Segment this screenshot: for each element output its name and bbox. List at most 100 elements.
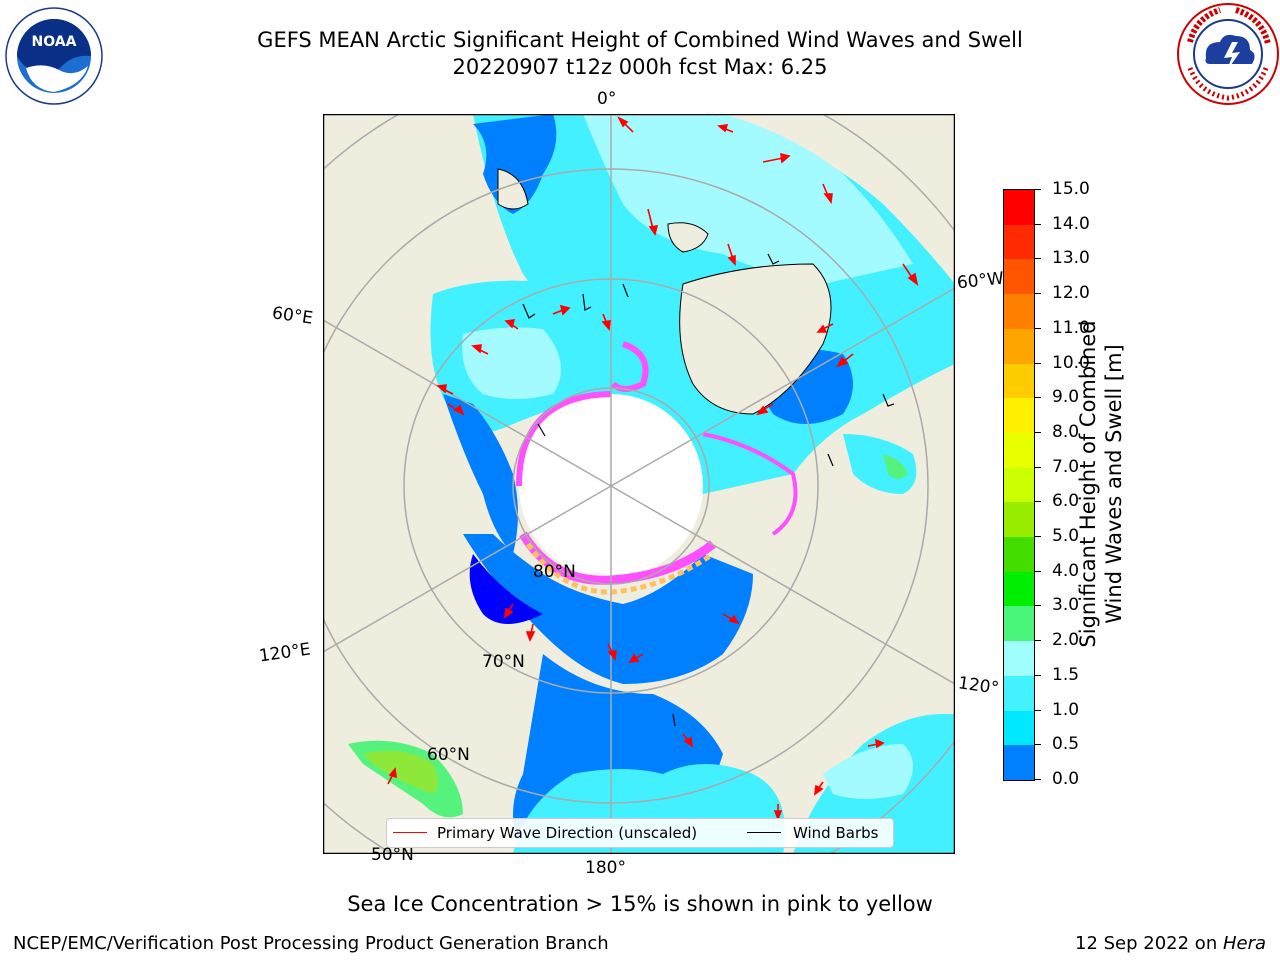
lon-label-0: 0° [597, 89, 617, 109]
colorbar-tick-mark [1034, 605, 1041, 607]
ocean-okhotsk-yellowgreen [363, 750, 438, 794]
footer-left: NCEP/EMC/Verification Post Processing Pr… [13, 933, 609, 954]
footer-right: 12 Sep 2022 on Hera [1075, 933, 1266, 954]
map-frame [323, 114, 955, 854]
colorbar [1003, 189, 1035, 781]
land-svalbard [667, 222, 709, 253]
colorbar-tick-mark [1034, 258, 1041, 260]
colorbar-tick-mark [1034, 779, 1041, 780]
ocean-hudson-green [883, 454, 908, 479]
colorbar-tick-label: 1.5 [1052, 664, 1080, 685]
colorbar-segment [1004, 328, 1034, 365]
colorbar-tick-label: 9.0 [1052, 387, 1080, 408]
colorbar-tick-mark [1034, 570, 1041, 572]
lat-label-70n: 70°N [482, 652, 525, 672]
colorbar-segment [1004, 363, 1034, 399]
colorbar-tick-label: 1.0 [1052, 699, 1080, 720]
primary-wave-legend-swatch [393, 832, 427, 833]
colorbar-segment [1004, 467, 1034, 503]
ocean-chukchi-east-siberian [463, 534, 753, 684]
colorbar-tick-label: 4.0 [1052, 560, 1080, 581]
colorbar-segment [1004, 294, 1034, 330]
lon-label-180: 180° [585, 858, 626, 878]
lon-label-60w: 60°W [956, 268, 1005, 294]
lat-label-60n: 60°N [427, 745, 470, 765]
colorbar-tick-mark [1034, 362, 1041, 364]
colorbar-segment [1004, 224, 1034, 260]
ice-edge-pink-1 [516, 391, 612, 487]
colorbar-tick-label: 3.0 [1052, 595, 1080, 616]
ocean-barents-light [462, 327, 561, 399]
colorbar-segment [1004, 432, 1034, 469]
ice-edge-pink-4 [702, 432, 798, 536]
ocean-gulf-alaska-light [823, 744, 913, 799]
colorbar-tick-mark [1034, 501, 1041, 503]
colorbar-tick-mark [1034, 223, 1041, 225]
lon-label-120e: 120°E [257, 639, 312, 667]
colorbar-tick-label: 12.0 [1052, 283, 1090, 304]
colorbar-tick-label: 0.5 [1052, 734, 1080, 755]
noaa-logo: NOAA [5, 7, 103, 105]
svg-text:NOAA: NOAA [32, 34, 77, 50]
colorbar-tick-label: 0.0 [1052, 769, 1080, 789]
colorbar-tick-label: 10.0 [1052, 352, 1090, 373]
colorbar-segment [1004, 641, 1034, 677]
colorbar-tick-label: 6.0 [1052, 491, 1080, 512]
colorbar-label-line2: Wind Waves and Swell [m] [1102, 344, 1126, 624]
ocean-baltic-area [473, 114, 557, 214]
colorbar-tick-label: 13.0 [1052, 248, 1090, 269]
colorbar-segment [1004, 710, 1034, 746]
colorbar-tick-label: 5.0 [1052, 526, 1080, 547]
lon-label-120w: 120° [956, 673, 1001, 699]
map-legend: Primary Wave Direction (unscaled) Wind B… [386, 818, 894, 848]
colorbar-tick-label: 14.0 [1052, 213, 1090, 234]
colorbar-segment [1004, 259, 1034, 295]
nws-logo [1177, 3, 1279, 105]
footer-date: 12 Sep 2022 on [1075, 933, 1223, 954]
lat-label-50n: 50°N [371, 845, 414, 865]
colorbar-segment [1004, 190, 1034, 226]
colorbar-tick-label: 2.0 [1052, 630, 1080, 651]
wind-barbs [522, 253, 895, 727]
colorbar-tick-mark [1034, 640, 1041, 642]
land-scandinavia-fragment [497, 168, 529, 210]
colorbar-tick-label: 8.0 [1052, 421, 1080, 442]
colorbar-segment [1004, 745, 1034, 781]
chart-title: GEFS MEAN Arctic Significant Height of C… [257, 28, 1023, 52]
colorbar-tick-mark [1034, 189, 1041, 190]
colorbar-segment [1004, 675, 1034, 712]
colorbar-segment [1004, 398, 1034, 434]
colorbar-tick-mark [1034, 397, 1041, 399]
colorbar-tick-mark [1034, 431, 1041, 433]
lat-label-80n: 80°N [533, 562, 576, 582]
colorbar-segment [1004, 606, 1034, 642]
ocean-band-light [583, 114, 913, 284]
lon-label-60e: 60°E [270, 303, 315, 329]
chart-subtitle: 20220907 t12z 000h fcst Max: 6.25 [452, 55, 828, 79]
colorbar-tick-mark [1034, 293, 1041, 295]
colorbar-tick-label: 7.0 [1052, 456, 1080, 477]
colorbar-segment [1004, 537, 1034, 573]
ocean-low-wave-pocket [469, 554, 543, 624]
ice-edge-yellow [525, 542, 715, 595]
primary-wave-arrows [387, 116, 919, 822]
colorbar-tick-label: 15.0 [1052, 179, 1090, 199]
colorbar-segment [1004, 571, 1034, 607]
colorbar-tick-mark [1034, 466, 1041, 468]
colorbar-segment [1004, 502, 1034, 538]
wind-barbs-legend-label: Wind Barbs [793, 824, 879, 842]
colorbar-tick-mark [1034, 744, 1041, 746]
arctic-map [323, 114, 955, 854]
colorbar-tick-label: 11.0 [1052, 317, 1090, 338]
sea-ice-caption: Sea Ice Concentration > 15% is shown in … [347, 892, 933, 916]
ocean-laptev [443, 394, 518, 554]
colorbar-tick-mark [1034, 327, 1041, 329]
colorbar-label-line1: Significant Height of Combined [1076, 320, 1100, 648]
graticule [323, 114, 955, 854]
footer-host: Hera [1222, 933, 1266, 954]
colorbar-tick-mark [1034, 536, 1041, 538]
colorbar-ticks: 15.0 14.0 13.0 12.0 11.0 10.0 9.0 8.0 7.0 6.0 5.0 4… [1034, 179, 1100, 790]
colorbar-tick-mark [1034, 709, 1041, 711]
colorbar-tick-mark [1034, 674, 1041, 676]
wind-barbs-legend-swatch [747, 832, 781, 833]
